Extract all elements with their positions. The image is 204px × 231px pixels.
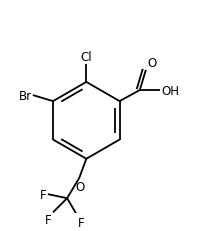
Text: F: F [78, 216, 84, 229]
Text: O: O [146, 57, 155, 70]
Text: OH: OH [160, 84, 178, 97]
Text: Br: Br [19, 89, 32, 102]
Text: F: F [45, 213, 52, 226]
Text: Cl: Cl [80, 51, 92, 64]
Text: O: O [75, 180, 84, 193]
Text: F: F [40, 188, 47, 201]
